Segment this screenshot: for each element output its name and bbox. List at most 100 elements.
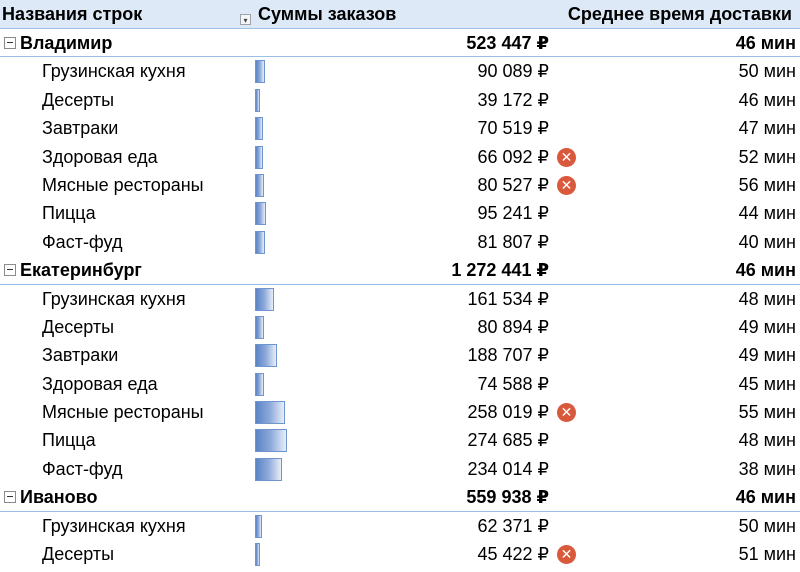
collapse-minus-icon[interactable] xyxy=(4,37,16,49)
delivery-time-value: 46 мин xyxy=(735,487,796,508)
category-label: Мясные рестораны xyxy=(42,174,204,195)
pivot-table-body: Владимир 523 447 ₽ 46 мин Грузинская кухня 9… xyxy=(0,29,800,568)
delivery-time-value: 55 мин xyxy=(738,402,796,423)
data-bar xyxy=(255,344,277,368)
category-row[interactable]: Мясные рестораны 80 527 ₽ ✕ 56 мин xyxy=(0,171,800,199)
data-bar xyxy=(255,60,265,84)
category-row[interactable]: Здоровая еда 74 588 ₽ 45 мин xyxy=(0,370,800,398)
city-label: Екатеринбург xyxy=(20,260,142,281)
category-label: Десерты xyxy=(42,544,115,565)
category-label: Здоровая еда xyxy=(42,146,158,167)
category-row[interactable]: Грузинская кухня 161 534 ₽ 48 мин xyxy=(0,285,800,313)
error-x-icon: ✕ xyxy=(557,175,576,195)
order-sum-value: 70 519 ₽ xyxy=(477,118,549,139)
category-row[interactable]: Грузинская кухня 90 089 ₽ 50 мин xyxy=(0,57,800,85)
error-x-icon: ✕ xyxy=(557,545,576,565)
pivot-header-row: Названия строк ▾ Суммы заказов Среднее в… xyxy=(0,0,800,29)
avg-delivery-time-header[interactable]: Среднее время доставки xyxy=(567,4,792,24)
city-row[interactable]: Екатеринбург 1 272 441 ₽ 46 мин xyxy=(0,256,800,285)
delivery-time-value: 48 мин xyxy=(738,430,796,451)
order-sum-value: 1 272 441 ₽ xyxy=(451,260,549,281)
city-label: Иваново xyxy=(20,487,98,508)
category-label: Десерты xyxy=(42,89,115,110)
category-label: Пицца xyxy=(42,430,96,451)
data-bar xyxy=(255,117,263,141)
category-row[interactable]: Десерты 39 172 ₽ 46 мин xyxy=(0,86,800,114)
order-sum-value: 274 685 ₽ xyxy=(467,430,549,451)
delivery-time-value: 51 мин xyxy=(738,544,796,565)
error-x-icon: ✕ xyxy=(557,147,576,167)
data-bar xyxy=(255,202,266,226)
order-sum-value: 559 938 ₽ xyxy=(466,487,549,508)
data-bar xyxy=(255,145,263,169)
order-sum-value: 161 534 ₽ xyxy=(467,288,549,309)
category-row[interactable]: Фаст-фуд 234 014 ₽ 38 мин xyxy=(0,455,800,483)
category-label: Завтраки xyxy=(42,118,119,139)
filter-dropdown-icon[interactable]: ▾ xyxy=(240,14,251,25)
category-row[interactable]: Грузинская кухня 62 371 ₽ 50 мин xyxy=(0,512,800,540)
category-label: Здоровая еда xyxy=(42,373,158,394)
category-row[interactable]: Здоровая еда 66 092 ₽ ✕ 52 мин xyxy=(0,143,800,171)
category-label: Фаст-фуд xyxy=(42,458,123,479)
delivery-time-value: 50 мин xyxy=(738,61,796,82)
data-bar xyxy=(255,230,265,254)
delivery-time-value: 46 мин xyxy=(738,89,796,110)
order-sum-value: 258 019 ₽ xyxy=(467,402,549,423)
order-sum-value: 66 092 ₽ xyxy=(477,146,549,167)
delivery-time-value: 47 мин xyxy=(738,118,796,139)
category-row[interactable]: Пицца 95 241 ₽ 44 мин xyxy=(0,199,800,227)
delivery-time-value: 46 мин xyxy=(735,33,796,53)
order-sum-value: 90 089 ₽ xyxy=(477,61,549,82)
category-label: Грузинская кухня xyxy=(42,288,186,309)
delivery-time-value: 45 мин xyxy=(738,373,796,394)
data-bar xyxy=(255,514,262,538)
order-sum-value: 62 371 ₽ xyxy=(477,515,549,536)
category-label: Грузинская кухня xyxy=(42,61,186,82)
category-label: Грузинская кухня xyxy=(42,515,186,536)
delivery-time-value: 46 мин xyxy=(735,260,796,281)
delivery-time-value: 52 мин xyxy=(738,146,796,167)
category-row[interactable]: Фаст-фуд 81 807 ₽ 40 мин xyxy=(0,228,800,256)
category-row[interactable]: Десерты 45 422 ₽ ✕ 51 мин xyxy=(0,540,800,568)
order-sum-value: 45 422 ₽ xyxy=(477,544,549,565)
order-sum-value: 80 894 ₽ xyxy=(477,316,549,337)
order-sum-value: 523 447 ₽ xyxy=(466,33,549,53)
collapse-minus-icon[interactable] xyxy=(4,491,16,504)
city-label: Владимир xyxy=(20,33,113,53)
delivery-time-value: 38 мин xyxy=(738,458,796,479)
category-row[interactable]: Завтраки 188 707 ₽ 49 мин xyxy=(0,341,800,369)
category-label: Мясные рестораны xyxy=(42,402,204,423)
delivery-time-value: 50 мин xyxy=(738,515,796,536)
data-bar xyxy=(255,372,264,396)
category-row[interactable]: Завтраки 70 519 ₽ 47 мин xyxy=(0,114,800,142)
order-sum-value: 95 241 ₽ xyxy=(477,203,549,224)
delivery-time-value: 49 мин xyxy=(738,316,796,337)
row-labels-header[interactable]: Названия строк xyxy=(2,4,143,24)
delivery-time-value: 40 мин xyxy=(738,231,796,252)
data-bar xyxy=(255,401,285,425)
order-sum-header[interactable]: Суммы заказов xyxy=(258,4,397,24)
delivery-time-value: 49 мин xyxy=(738,345,796,366)
order-sum-value: 81 807 ₽ xyxy=(477,231,549,252)
order-sum-value: 234 014 ₽ xyxy=(467,458,549,479)
order-sum-value: 80 527 ₽ xyxy=(477,174,549,195)
data-bar xyxy=(255,173,264,197)
data-bar xyxy=(255,457,282,481)
category-row[interactable]: Пицца 274 685 ₽ 48 мин xyxy=(0,426,800,454)
category-row[interactable]: Десерты 80 894 ₽ 49 мин xyxy=(0,313,800,341)
data-bar xyxy=(255,315,264,339)
category-row[interactable]: Мясные рестораны 258 019 ₽ ✕ 55 мин xyxy=(0,398,800,426)
error-x-icon: ✕ xyxy=(557,403,576,423)
city-row[interactable]: Владимир 523 447 ₽ 46 мин xyxy=(0,29,800,58)
category-label: Фаст-фуд xyxy=(42,231,123,252)
category-label: Пицца xyxy=(42,203,96,224)
order-sum-value: 188 707 ₽ xyxy=(467,345,549,366)
delivery-time-value: 44 мин xyxy=(738,203,796,224)
collapse-minus-icon[interactable] xyxy=(4,264,16,277)
data-bar xyxy=(255,429,287,453)
category-label: Десерты xyxy=(42,316,115,337)
order-sum-value: 39 172 ₽ xyxy=(477,89,549,110)
category-label: Завтраки xyxy=(42,345,119,366)
city-row[interactable]: Иваново 559 938 ₽ 46 мин xyxy=(0,483,800,513)
data-bar xyxy=(255,543,260,567)
